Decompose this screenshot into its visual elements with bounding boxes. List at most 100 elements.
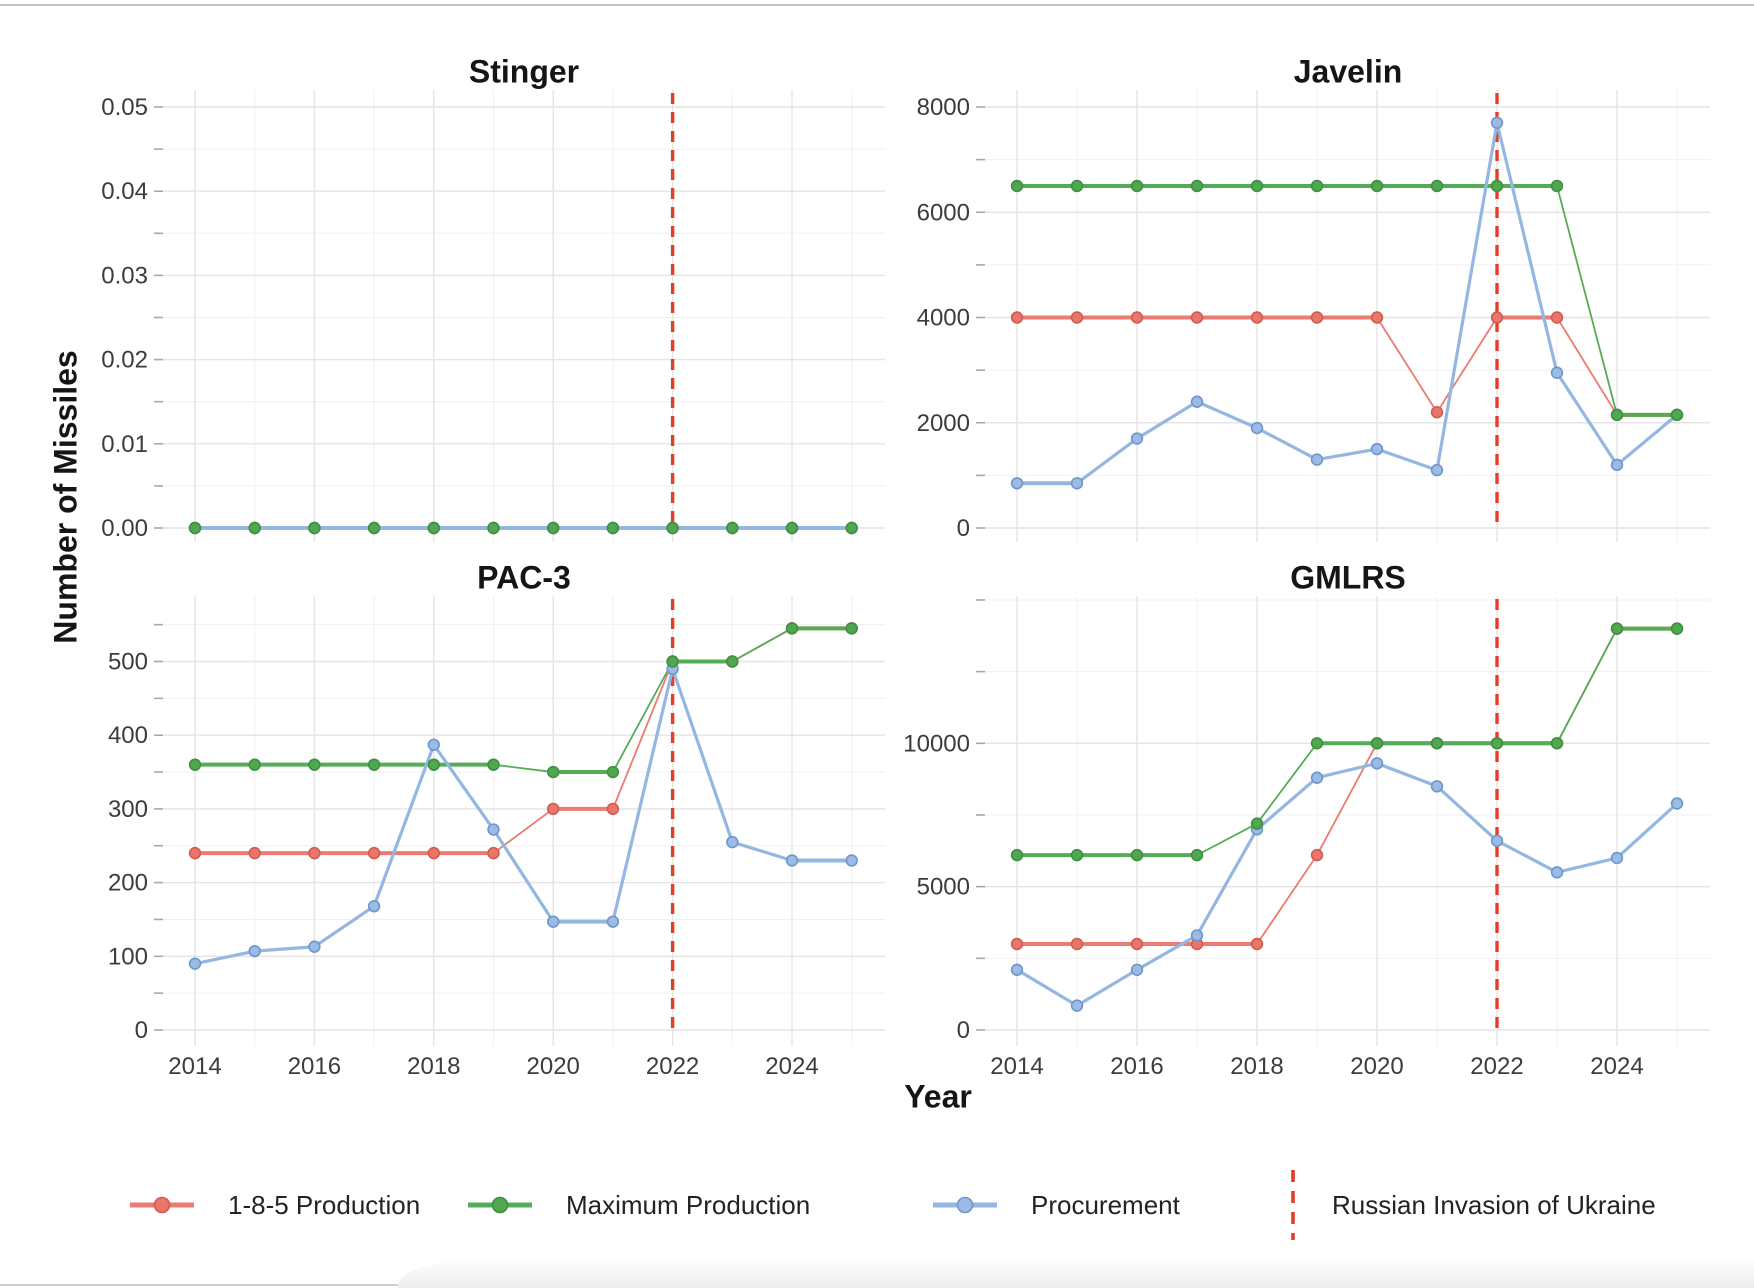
y-tick-label: 0.00 (101, 515, 148, 542)
series-point-blue (1610, 458, 1624, 472)
y-tick-label: 0 (135, 1017, 148, 1044)
series-line-red (612, 661, 674, 810)
series-point-green (1190, 848, 1204, 862)
series-point-green (1430, 737, 1444, 750)
series-point-blue (1070, 999, 1084, 1012)
series-line-blue (1256, 426, 1318, 462)
x-tick-label: 2018 (407, 1053, 460, 1080)
series-point-red (1190, 311, 1204, 324)
series-point-green (1010, 179, 1024, 193)
series-point-red (248, 846, 261, 860)
series-line-blue (1316, 761, 1378, 780)
series-point-red (487, 846, 500, 860)
panel-title-javelin: Javelin (1293, 53, 1403, 90)
series-point-green (1310, 737, 1324, 750)
y-tick-label: 300 (108, 796, 148, 823)
series-point-green (188, 521, 202, 535)
series-point-red (1250, 311, 1264, 324)
y-tick-label: 10000 (903, 730, 970, 757)
series-point-blue (1610, 851, 1624, 865)
series-point-red (1310, 848, 1324, 862)
series-point-green (367, 521, 381, 535)
series-point-green (1130, 179, 1144, 193)
series-point-green (1430, 179, 1444, 193)
series-line-blue (1376, 447, 1438, 472)
x-tick-label: 2020 (527, 1053, 580, 1080)
series-line-red (492, 808, 554, 854)
series-point-red (308, 846, 321, 860)
series-point-green (487, 521, 500, 535)
series-point-red (1490, 311, 1504, 324)
legend-marker-maximum-production-icon (468, 1191, 532, 1219)
series-line-green (1556, 185, 1618, 416)
x-tick-label: 2022 (646, 1053, 699, 1080)
series-line-blue (1615, 802, 1679, 860)
series-point-blue (188, 957, 202, 970)
series-point-blue (726, 835, 739, 849)
series-point-green (726, 655, 739, 668)
series-line-blue (611, 668, 675, 923)
series-line-red (1256, 854, 1318, 945)
series-point-blue (367, 899, 381, 913)
series-point-red (1130, 311, 1144, 324)
series-point-green (606, 765, 620, 779)
y-tick-label: 2000 (917, 410, 970, 437)
series-line-green (612, 661, 674, 773)
series-point-blue (427, 738, 440, 751)
series-point-green (188, 758, 202, 771)
legend-label-procurement: Procurement (1031, 1189, 1180, 1220)
series-point-green (1490, 179, 1504, 193)
series-point-green (487, 758, 500, 771)
series-point-blue (1670, 797, 1684, 810)
y-tick-label: 500 (108, 649, 148, 676)
y-tick-label: 5000 (917, 874, 970, 901)
series-line-blue (1496, 839, 1558, 874)
panel-title-stinger: Stinger (468, 53, 580, 90)
series-point-red (1070, 937, 1084, 951)
series-point-blue (547, 915, 560, 928)
series-point-green (666, 521, 679, 535)
x-tick-label: 2016 (1110, 1053, 1163, 1080)
series-point-red (427, 846, 440, 860)
series-point-red (1010, 311, 1024, 324)
series-point-blue (1370, 757, 1384, 770)
y-tick-label: 8000 (917, 94, 970, 121)
y-tick-label: 100 (108, 943, 148, 970)
series-point-green (547, 765, 560, 779)
series-point-blue (1430, 780, 1444, 793)
series-point-green (1310, 179, 1324, 193)
series-line-blue (1615, 413, 1679, 467)
series-line-blue (1016, 968, 1078, 1008)
series-point-blue (1370, 442, 1384, 456)
legend-item-procurement: Procurement (933, 1168, 1180, 1242)
series-point-green (845, 622, 858, 635)
series-point-red (1430, 406, 1444, 419)
series-line-green (1556, 628, 1618, 744)
series-line-blue (1495, 122, 1559, 374)
series-point-green (427, 758, 440, 771)
series-point-blue (1190, 929, 1204, 942)
series-point-green (1130, 848, 1144, 862)
legend-marker-procurement-icon (933, 1191, 997, 1219)
series-line-blue (1555, 371, 1619, 466)
series-point-red (188, 846, 202, 860)
series-point-green (1670, 408, 1684, 422)
series-point-blue (1250, 421, 1264, 435)
series-point-green (726, 521, 739, 535)
series-point-green (427, 521, 440, 535)
series-point-green (308, 521, 321, 535)
series-line-blue (372, 744, 436, 907)
series-point-green (666, 655, 679, 668)
series-point-blue (248, 944, 261, 958)
series-point-blue (785, 854, 799, 867)
series-line-blue (492, 828, 555, 923)
series-point-green (1370, 737, 1384, 750)
legend-item-maximum-production: Maximum Production (468, 1168, 810, 1242)
series-point-blue (1070, 477, 1084, 490)
x-tick-label: 2018 (1230, 1053, 1283, 1080)
series-point-blue (1310, 453, 1324, 466)
series-line-blue (1196, 400, 1258, 430)
series-point-red (1370, 311, 1384, 324)
series-point-green (1070, 179, 1084, 193)
